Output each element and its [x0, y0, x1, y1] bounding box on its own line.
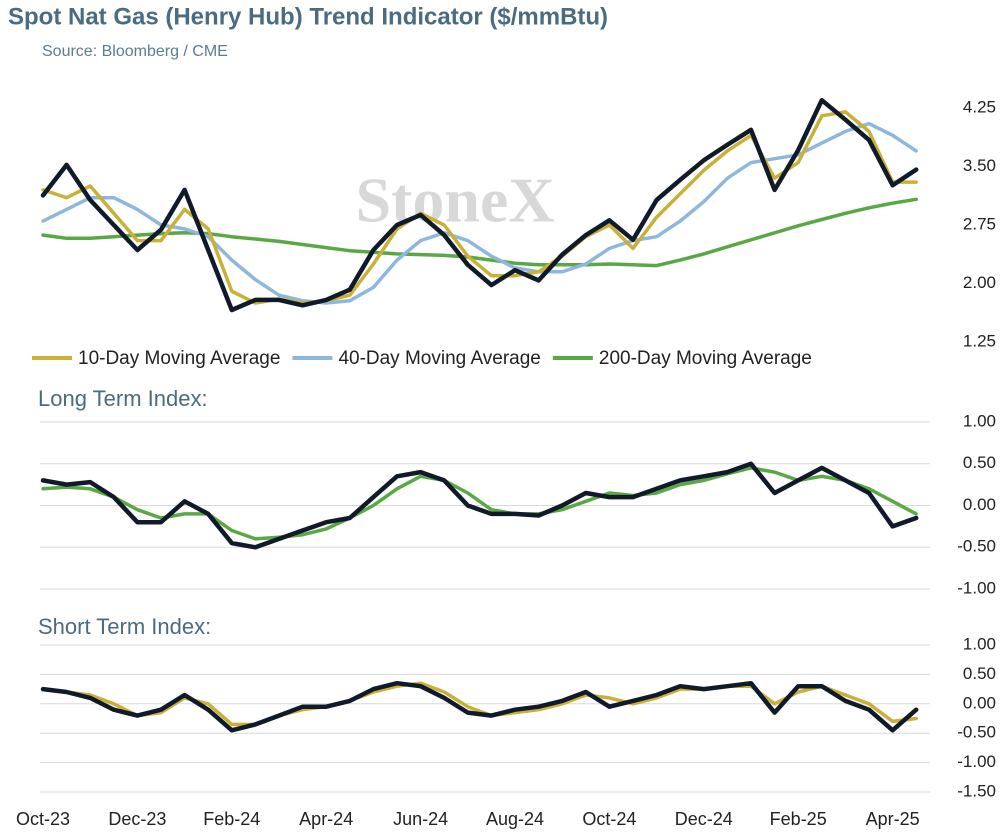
x-tick-label: Dec-23	[108, 809, 166, 829]
panel-title: Long Term Index:	[38, 386, 208, 411]
y-tick-label: 1.00	[963, 411, 996, 430]
y-tick-label: 3.50	[963, 156, 996, 175]
series-line	[40, 461, 919, 550]
y-tick-label: 0.00	[963, 693, 996, 712]
legend-label: 200-Day Moving Average	[599, 348, 812, 369]
y-tick-label: 0.50	[963, 664, 996, 683]
y-tick-label: -0.50	[957, 723, 996, 742]
x-tick-label: Oct-23	[16, 809, 70, 829]
y-tick-label: 0.50	[963, 453, 996, 472]
series-line	[41, 197, 918, 268]
y-tick-label: 2.00	[963, 273, 996, 292]
legend-label: 40-Day Moving Average	[338, 348, 540, 369]
x-tick-label: Feb-24	[203, 809, 260, 829]
y-tick-label: 1.00	[963, 634, 996, 653]
y-tick-label: -1.00	[957, 752, 996, 771]
y-tick-label: -1.50	[957, 781, 996, 800]
x-tick-label: Jun-24	[393, 809, 448, 829]
x-tick-label: Feb-25	[770, 809, 827, 829]
series-line	[41, 466, 918, 541]
y-tick-label: 4.25	[963, 97, 996, 116]
series-line	[40, 97, 919, 313]
chart-subtitle: Source: Bloomberg / CME	[42, 43, 228, 60]
x-tick-label: Oct-24	[582, 809, 636, 829]
y-tick-label: 1.25	[963, 331, 996, 350]
x-tick-label: Apr-25	[866, 809, 920, 829]
y-tick-label: -1.00	[957, 578, 996, 597]
x-tick-label: Apr-24	[299, 809, 353, 829]
legend-label: 10-Day Moving Average	[78, 348, 280, 369]
y-tick-label: -0.50	[957, 537, 996, 556]
series-line	[40, 680, 919, 733]
panel-title: Short Term Index:	[38, 614, 211, 639]
watermark: StoneX	[355, 165, 554, 236]
y-tick-label: 2.75	[963, 214, 996, 233]
chart-title: Spot Nat Gas (Henry Hub) Trend Indicator…	[8, 3, 608, 30]
series-line	[41, 121, 918, 305]
y-tick-label: 0.00	[963, 495, 996, 514]
x-tick-label: Dec-24	[675, 809, 733, 829]
series-line	[41, 110, 918, 305]
x-tick-label: Aug-24	[486, 809, 544, 829]
